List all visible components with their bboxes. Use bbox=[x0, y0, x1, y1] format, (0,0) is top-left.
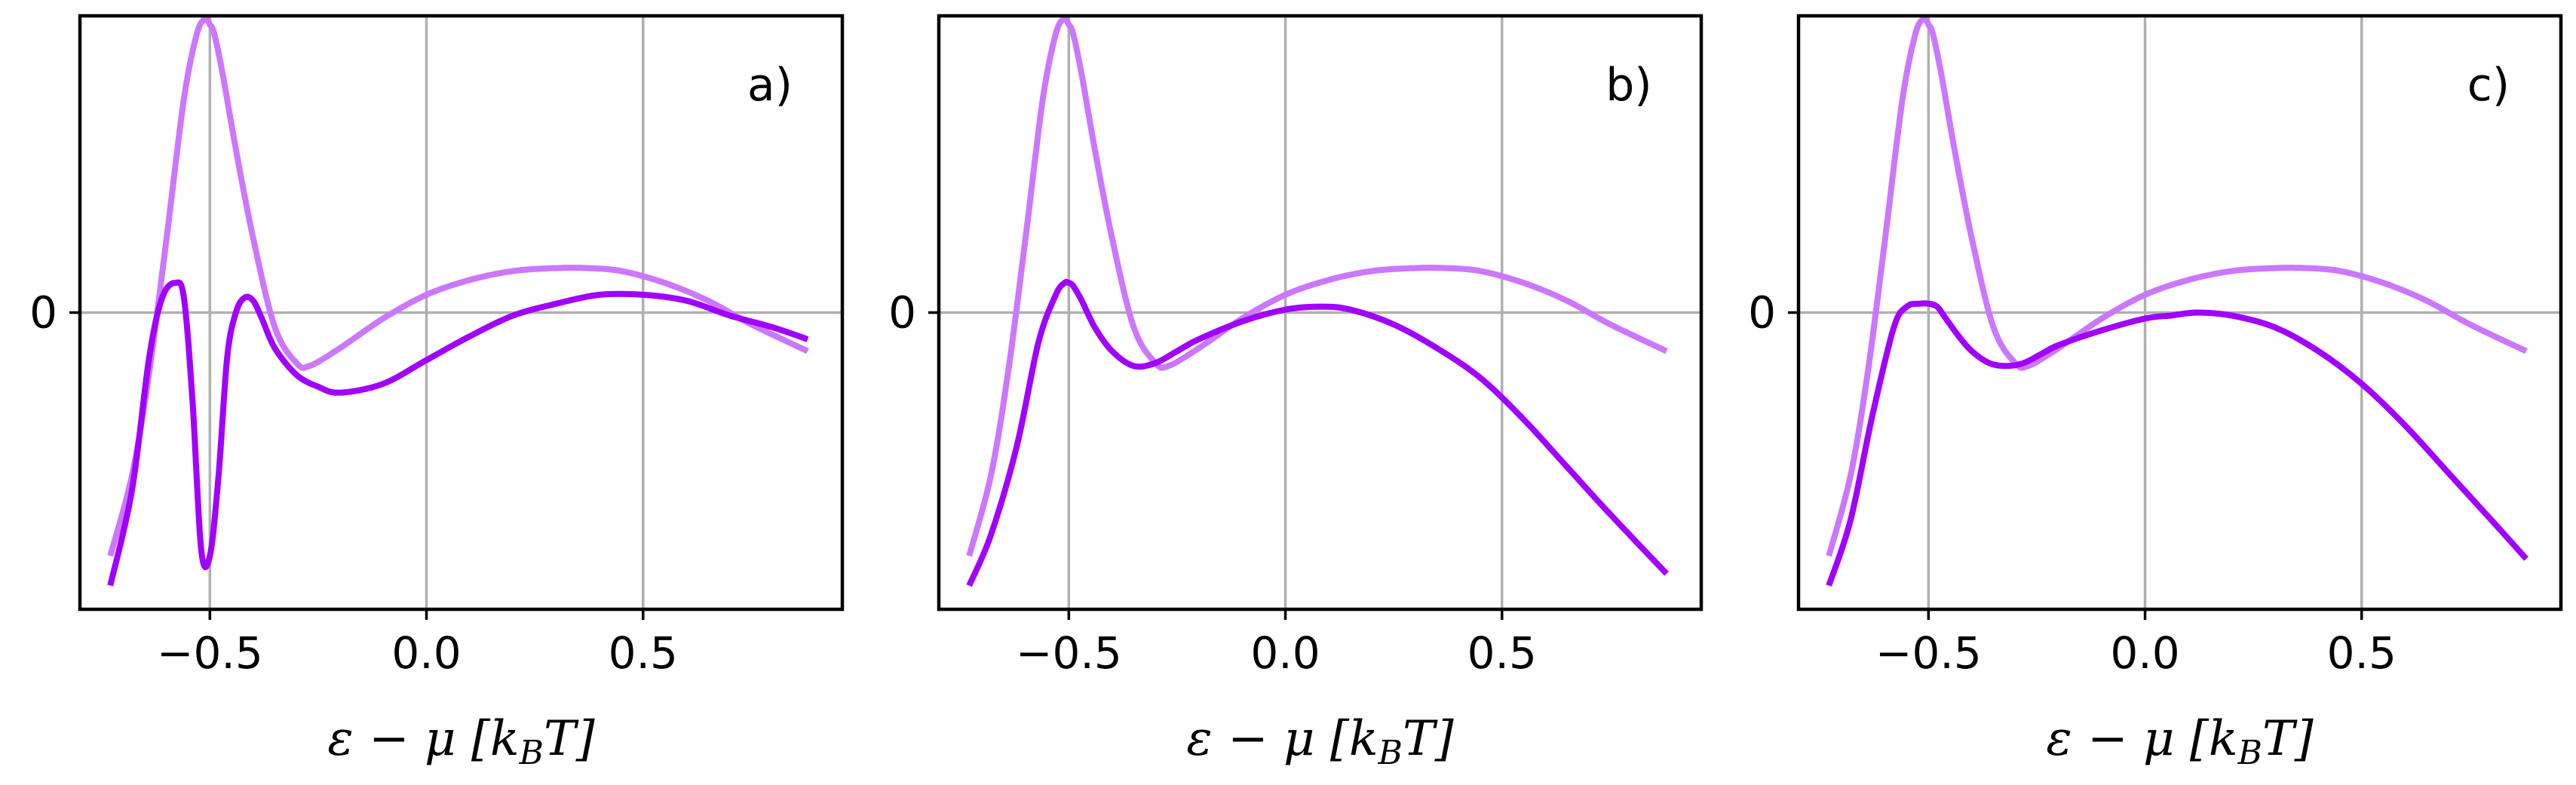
panel-3: −0.5 0.0 0.5 0 c) ε − μ [kBT] bbox=[1748, 14, 2563, 772]
x-axis-label-tail: T] bbox=[1403, 711, 1455, 767]
panel-2: −0.5 0.0 0.5 0 b) ε − μ [kBT] bbox=[888, 14, 1704, 772]
x-axis-label-subscript: B bbox=[519, 734, 544, 772]
x-axis-label: ε − μ [kBT] bbox=[1186, 711, 1454, 772]
y-tick-label: 0 bbox=[29, 287, 57, 339]
x-axis-label-tail: T] bbox=[544, 711, 596, 767]
x-tick-label: −0.5 bbox=[1016, 627, 1122, 679]
series-line-2 bbox=[107, 279, 809, 587]
panel-label: b) bbox=[1605, 59, 1652, 112]
panel-label: c) bbox=[2467, 59, 2510, 112]
x-tick-label: 0.0 bbox=[391, 627, 461, 679]
x-tick-label: 0.5 bbox=[1467, 627, 1537, 679]
series-line-1 bbox=[1826, 16, 2528, 557]
x-axis-label-subscript: B bbox=[2237, 734, 2262, 772]
series-line-1 bbox=[966, 16, 1668, 557]
series-line-2 bbox=[966, 278, 1669, 587]
x-tick-label: 0.0 bbox=[2110, 627, 2179, 679]
series-line-1 bbox=[107, 16, 809, 557]
x-tick-label: 0.5 bbox=[2327, 627, 2397, 679]
x-axis-label: ε − μ [kBT] bbox=[2046, 711, 2314, 772]
x-axis-label-main: ε − μ [ bbox=[327, 711, 491, 767]
panel-label: a) bbox=[747, 59, 793, 112]
x-axis-label-tail: T] bbox=[2262, 711, 2314, 767]
x-axis-label-main: ε − μ [ bbox=[1186, 711, 1350, 767]
x-tick-label: −0.5 bbox=[1875, 627, 1982, 679]
x-axis-label-k: k bbox=[2209, 711, 2238, 767]
x-axis-label: ε − μ [kBT] bbox=[327, 711, 595, 772]
x-tick-label: 0.0 bbox=[1250, 627, 1320, 679]
series-line-2 bbox=[1826, 300, 2529, 587]
x-axis-label-main: ε − μ [ bbox=[2046, 711, 2210, 767]
x-axis-label-k: k bbox=[1349, 711, 1378, 767]
x-tick-label: 0.5 bbox=[609, 627, 678, 679]
y-tick-label: 0 bbox=[1748, 287, 1776, 339]
x-axis-label-subscript: B bbox=[1378, 734, 1403, 772]
y-tick-label: 0 bbox=[888, 287, 916, 339]
x-axis-label-k: k bbox=[490, 711, 520, 767]
panel-1: −0.5 0.0 0.5 0 a) ε − μ [kBT] bbox=[29, 14, 845, 772]
x-tick-label: −0.5 bbox=[157, 627, 263, 679]
